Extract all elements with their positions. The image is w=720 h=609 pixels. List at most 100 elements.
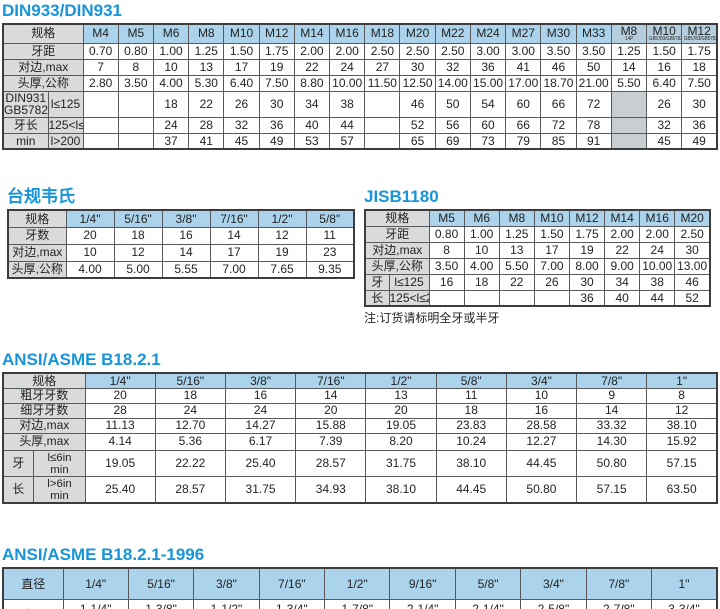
data-cell: 69 [434,132,471,150]
column-header-cell: 1/4" [84,372,156,389]
data-cell: 11 [435,387,507,404]
data-cell: 4.00 [65,260,115,279]
data-cell: 31.75 [224,475,297,504]
column-header-cell: 5/16" [113,209,163,228]
data-cell: 57 [329,132,366,150]
data-cell: 17 [209,243,259,262]
column-header-cell: M16 [329,23,366,44]
section-title-ansi: ANSI/ASME B18.2.1 [2,350,161,370]
column-header-cell: 5/8" [454,567,522,601]
data-cell: 50 [434,90,471,118]
data-cell [117,132,154,150]
data-cell: 12.50 [399,74,436,92]
data-cell: 19 [568,241,606,259]
data-cell: 60 [505,90,542,118]
data-cell: 17.00 [505,74,542,92]
data-cell: 22 [604,241,641,259]
data-cell: 2.50 [364,42,401,60]
data-cell: 41 [188,132,225,150]
row-label-cell: 规格 [7,209,67,228]
data-cell: 60 [469,116,507,134]
column-header-cell: M5 [117,23,154,44]
data-cell: 53 [293,132,331,150]
data-cell: 49 [681,132,718,150]
data-cell: 24 [329,58,366,76]
table-row: 对边,max 11.13 12.70 14.27 15.88 19.05 23.83 28.5… [2,417,718,434]
row-label-cell: l≤6in min [32,449,86,477]
data-cell: 45 [646,132,683,150]
column-header-cell: 直径 [2,567,64,601]
column-header-cell: 1/2" [257,209,307,228]
table-row: 牙 l≤6in min 19.05 22.22 25.40 28.57 31.75 38.10 4… [2,449,718,477]
data-cell: 17 [223,58,260,76]
column-header-cell: M10 GB5783/GB5782 [646,23,683,44]
data-cell: 18 [113,226,163,245]
data-cell: 5.36 [154,432,226,451]
row-label-cell: 对边,max [2,417,86,434]
data-cell: 1.50 [223,42,260,60]
data-cell: 1.50 [533,225,570,243]
row-label-cell: 头厚,公称 [2,74,84,92]
data-cell: 34 [293,90,331,118]
column-header-cell: M30 [540,23,577,44]
data-cell: 28.58 [505,417,578,434]
data-cell: 3.50 [428,257,465,275]
data-cell: 17 [533,241,570,259]
data-cell: 1-1/4"以上 [62,599,129,609]
data-cell: 1.75 [258,42,295,60]
shaded-empty-cell [610,90,648,118]
data-cell: 30 [674,241,711,259]
data-cell: 15.92 [646,432,718,451]
data-cell: 20 [65,226,115,245]
data-cell: 24 [152,116,190,134]
column-header-cell: M12 GB5783/GB5782 [681,23,718,44]
row-label-cell: 对边,max [7,243,67,262]
data-cell [82,116,119,134]
data-cell: 10 [152,58,190,76]
column-header-cell: 3/4" [505,372,578,389]
column-header-cell: M5 [428,209,465,227]
data-cell [364,116,401,134]
data-cell: 20 [365,402,437,419]
data-cell: 2.00 [293,42,331,60]
row-label-cell: 125<l≤200 [388,289,430,307]
data-cell: 10.00 [329,74,366,92]
data-cell [117,116,154,134]
data-cell: 7 [82,58,119,76]
column-header-cell: M20 [399,23,436,44]
data-cell: 20 [295,402,367,419]
data-cell: 5.50 [498,257,535,275]
data-cell: 2-1/4"以上 [389,599,456,609]
data-cell: 45 [223,132,260,150]
row-label-cell: 细牙牙数 [2,402,86,419]
column-header-cell: 5/8" [435,372,507,389]
ansi-b1821-table: 规格 1/4" 5/16" 3/8" 7/16" 1/2" 5/8" 3/4" 7/8" 1" 粗牙… [2,372,718,504]
data-cell: 22 [293,58,331,76]
data-cell: 30 [568,273,606,291]
row-label-cell: 牙 [2,449,34,477]
column-header-cell: 3/4" [520,567,587,601]
data-cell: 13 [498,241,535,259]
data-cell: 6.40 [223,74,260,92]
data-cell: 13 [188,58,225,76]
column-header-cell: M4 [82,23,119,44]
data-cell: 18 [152,90,190,118]
column-header-cell: M16 [639,209,676,227]
table-row: 规格 1/4" 5/16" 3/8" 7/16" 1/2" 5/8" 3/4" 7/8" 1" [2,372,718,389]
data-cell: 2.00 [604,225,641,243]
data-cell: 14 [610,58,648,76]
column-header-cell: 9/16" [389,567,456,601]
data-cell: 54 [469,90,507,118]
column-header-cell: 7/16" [295,372,367,389]
data-cell: 2.50 [674,225,711,243]
data-cell [498,289,535,307]
column-header-cell: M20 [674,209,711,227]
section-title-ansi-1996: ANSI/ASME B18.2.1-1996 [2,544,205,564]
data-cell: 37 [152,132,190,150]
data-cell: 6.40 [646,74,683,92]
data-cell: 44 [329,116,366,134]
data-cell: 78 [575,116,612,134]
data-cell: 1-7/8"以上 [324,599,391,609]
data-cell: 11.50 [364,74,401,92]
column-header-cell: M10 [223,23,260,44]
